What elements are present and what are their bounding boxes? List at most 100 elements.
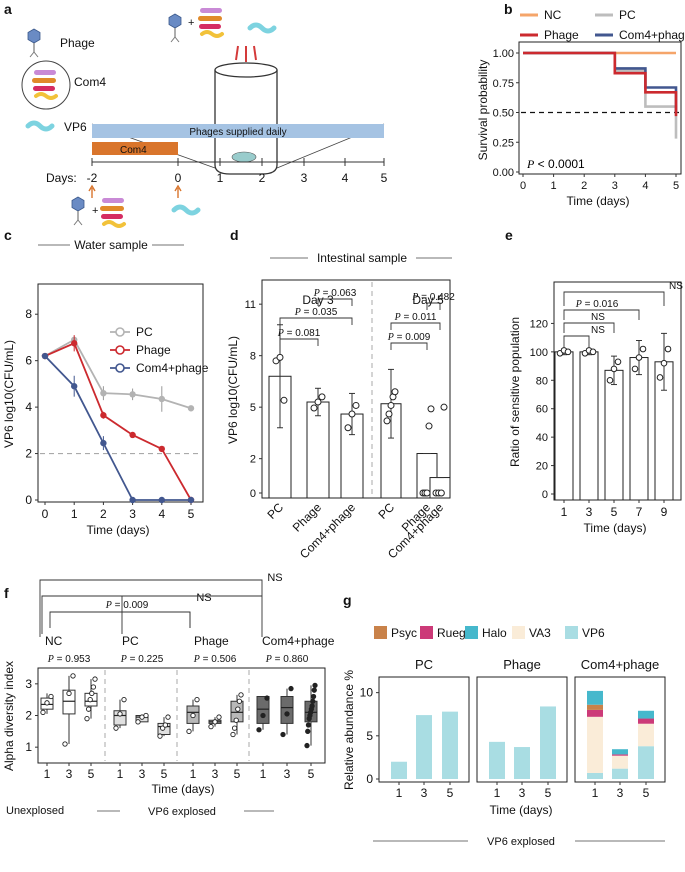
bar-day-1 xyxy=(554,351,574,501)
data-point xyxy=(664,345,672,353)
legend-swatch-vp6 xyxy=(565,626,578,639)
bar-phage xyxy=(306,401,330,499)
data-point xyxy=(162,722,168,728)
panel-a: Phage Com4 VP6 + Phages supplied daily Com4 -2… xyxy=(21,8,388,228)
x-tick-label: 1 xyxy=(592,786,599,800)
data-point xyxy=(84,716,90,722)
x-tick-label: 9 xyxy=(661,505,668,519)
phage-head-icon xyxy=(71,196,85,212)
y-tick-label: 20 xyxy=(536,461,548,473)
panel-label-a: a xyxy=(4,1,12,17)
data-point xyxy=(352,401,360,409)
comparison-bracket xyxy=(563,309,640,320)
vp6-icon xyxy=(25,120,55,132)
panel-label-g: g xyxy=(343,592,352,608)
data-point xyxy=(311,687,317,693)
plot-frame xyxy=(518,41,682,175)
comparison-bracket xyxy=(563,322,615,333)
data-point xyxy=(157,733,163,739)
y-tick-label: 0 xyxy=(542,489,548,501)
x-tick-label: 1 xyxy=(561,505,568,519)
panel-d: Intestinal sample 0 2 5 8 11 VP6 log10(CFU/mL)… xyxy=(226,251,455,561)
arrows-icon xyxy=(235,45,257,62)
y-tick-label: 5 xyxy=(366,729,373,743)
day-tick-label: 4 xyxy=(342,171,349,185)
y-tick-label: 40 xyxy=(536,432,548,444)
data-point xyxy=(158,395,165,403)
panel-b: NC PC Phage Com4+phage 0.00 0.25 0.50 0.75 1.00 0… xyxy=(476,8,685,208)
comparison-bracket xyxy=(563,291,665,306)
bar-day-5 xyxy=(604,369,624,501)
series-line-com4-phage xyxy=(44,355,191,501)
panel-e: 0 20 40 60 80 100 120 Ratio of sensitive popula… xyxy=(508,281,683,535)
data-point xyxy=(310,404,318,412)
x-tick-label: 3 xyxy=(612,180,618,192)
legend-label: NC xyxy=(544,8,562,22)
plot-frame xyxy=(37,667,326,764)
panel-label-e: e xyxy=(505,227,513,243)
data-point xyxy=(314,398,322,406)
data-point xyxy=(656,374,664,381)
tank-icon xyxy=(214,70,278,175)
data-point xyxy=(256,727,262,733)
stack-segment-rueg xyxy=(612,754,628,756)
data-point xyxy=(70,673,76,679)
data-point xyxy=(264,695,270,701)
data-point xyxy=(89,690,95,696)
stack-segment-vp6 xyxy=(514,747,530,779)
data-point xyxy=(318,393,326,401)
data-point xyxy=(66,690,72,696)
stack-segment-halo xyxy=(612,749,628,755)
phage-leg xyxy=(174,36,180,43)
x-tick-label: 5 xyxy=(643,786,650,800)
x-tick-label: 5 xyxy=(88,767,95,781)
data-point xyxy=(129,431,136,439)
group-label: Day 5 xyxy=(412,293,444,307)
stack-segment-vp6 xyxy=(391,761,407,779)
data-point xyxy=(425,422,433,430)
facet-title: Com4+phage xyxy=(581,657,659,672)
comparison-bracket xyxy=(390,322,441,330)
x-tick-label: 2 xyxy=(581,180,587,192)
data-point xyxy=(610,365,618,373)
data-point xyxy=(143,712,149,719)
chart-title: Water sample xyxy=(74,238,148,252)
chart-title: Intestinal sample xyxy=(317,251,407,265)
comparison-bracket xyxy=(49,611,191,628)
bacterium-icon xyxy=(200,30,224,38)
x-tick-label: 3 xyxy=(586,505,593,519)
data-point xyxy=(383,417,391,425)
group-label: Com4+phage xyxy=(262,634,335,648)
data-point xyxy=(309,703,315,709)
data-point xyxy=(660,359,668,367)
bacterium-icon xyxy=(34,70,56,75)
p-value-label: P = 0.009 xyxy=(105,600,149,611)
data-point xyxy=(236,698,243,704)
stack-segment-vp6 xyxy=(612,768,628,779)
series-line-phage xyxy=(44,342,192,501)
data-point xyxy=(280,731,286,738)
com4-icon xyxy=(100,198,126,228)
x-tick-label: 3 xyxy=(66,767,73,781)
legend-label: PC xyxy=(136,325,153,339)
p-value-label: P = 0.506 xyxy=(193,654,237,665)
phage-head-icon xyxy=(27,28,41,44)
data-point xyxy=(158,445,165,453)
comparison-bracket xyxy=(390,342,428,350)
y-tick-label: 8 xyxy=(25,307,32,321)
x-tick-label: 1 xyxy=(190,767,197,781)
phage-icon xyxy=(168,13,182,43)
data-point xyxy=(231,725,238,731)
y-tick-label: 4 xyxy=(25,400,32,414)
y-axis-label: Relative abundance % xyxy=(342,670,356,790)
legend-swatch-halo xyxy=(465,626,478,639)
group-label: PC xyxy=(122,634,139,648)
box xyxy=(113,710,127,726)
plus-label: + xyxy=(188,17,194,29)
data-point xyxy=(288,685,294,692)
phage-leg xyxy=(77,219,83,226)
y-tick-label: 80 xyxy=(536,375,548,387)
p-value-label: P = 0.009 xyxy=(387,332,431,343)
y-tick-label: 2 xyxy=(25,709,32,723)
data-point xyxy=(44,700,50,706)
